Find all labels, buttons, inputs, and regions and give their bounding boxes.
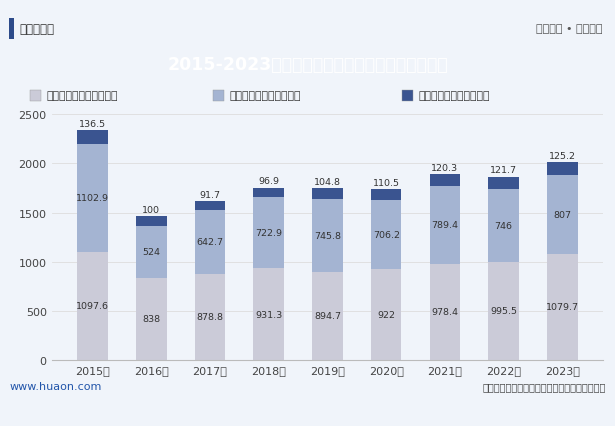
Text: 1079.7: 1079.7 bbox=[546, 302, 579, 311]
Bar bbox=[547, 163, 577, 175]
Bar bbox=[77, 253, 108, 360]
Bar bbox=[253, 188, 284, 198]
Bar bbox=[9, 19, 14, 40]
Bar bbox=[488, 189, 519, 262]
Text: 110.5: 110.5 bbox=[373, 178, 400, 187]
Text: 746: 746 bbox=[494, 222, 513, 230]
Text: 专业严谨 • 客观科学: 专业严谨 • 客观科学 bbox=[536, 24, 603, 35]
Text: 931.3: 931.3 bbox=[255, 310, 282, 319]
Bar bbox=[77, 131, 108, 144]
Bar bbox=[312, 199, 343, 272]
Text: 706.2: 706.2 bbox=[373, 230, 400, 239]
Text: 91.7: 91.7 bbox=[199, 190, 221, 199]
Bar bbox=[195, 202, 225, 211]
Text: 136.5: 136.5 bbox=[79, 120, 106, 129]
Text: 894.7: 894.7 bbox=[314, 312, 341, 321]
Text: 121.7: 121.7 bbox=[490, 166, 517, 175]
Bar bbox=[195, 211, 225, 274]
Bar bbox=[430, 175, 460, 187]
Text: 96.9: 96.9 bbox=[258, 177, 279, 186]
Bar bbox=[371, 190, 402, 201]
Bar bbox=[430, 187, 460, 264]
Bar bbox=[253, 269, 284, 360]
Text: 642.7: 642.7 bbox=[197, 238, 223, 247]
Text: 104.8: 104.8 bbox=[314, 178, 341, 187]
Text: 1102.9: 1102.9 bbox=[76, 194, 109, 203]
Text: 922: 922 bbox=[377, 310, 395, 320]
Bar bbox=[136, 278, 167, 360]
Bar bbox=[77, 144, 108, 253]
Bar bbox=[371, 201, 402, 270]
Text: 第一产业增加值（亿元）: 第一产业增加值（亿元） bbox=[418, 91, 490, 101]
Text: 978.4: 978.4 bbox=[432, 308, 458, 317]
Text: 120.3: 120.3 bbox=[431, 164, 459, 173]
Bar bbox=[253, 198, 284, 269]
Text: 789.4: 789.4 bbox=[432, 221, 458, 230]
Text: 722.9: 722.9 bbox=[255, 229, 282, 238]
Bar bbox=[213, 91, 224, 102]
Text: 第三产业增加值（亿元）: 第三产业增加值（亿元） bbox=[47, 91, 118, 101]
Text: 第二产业增加值（亿元）: 第二产业增加值（亿元） bbox=[229, 91, 301, 101]
Text: 838: 838 bbox=[142, 314, 161, 323]
Bar bbox=[312, 272, 343, 360]
Bar bbox=[547, 175, 577, 254]
Text: 807: 807 bbox=[554, 210, 571, 219]
Text: 878.8: 878.8 bbox=[197, 312, 223, 321]
Bar bbox=[136, 217, 167, 227]
Bar bbox=[402, 91, 413, 102]
Bar bbox=[547, 254, 577, 360]
Bar bbox=[312, 189, 343, 199]
Bar bbox=[30, 91, 41, 102]
Bar bbox=[488, 262, 519, 360]
Bar bbox=[136, 227, 167, 278]
Text: 125.2: 125.2 bbox=[549, 151, 576, 161]
Text: 2015-2023年鞍山市第一、第二及第三产业增加值: 2015-2023年鞍山市第一、第二及第三产业增加值 bbox=[167, 56, 448, 74]
Text: 745.8: 745.8 bbox=[314, 231, 341, 240]
Text: 1097.6: 1097.6 bbox=[76, 302, 109, 311]
Text: www.huaon.com: www.huaon.com bbox=[9, 381, 101, 391]
Text: 华经情报网: 华经情报网 bbox=[20, 23, 55, 36]
Bar bbox=[371, 270, 402, 360]
Bar bbox=[195, 274, 225, 360]
Text: 524: 524 bbox=[142, 248, 161, 257]
Text: 995.5: 995.5 bbox=[490, 307, 517, 316]
Bar bbox=[488, 177, 519, 189]
Text: 100: 100 bbox=[142, 205, 161, 214]
Text: 数据来源：辽宁省统计局；华经产业研究院整理: 数据来源：辽宁省统计局；华经产业研究院整理 bbox=[482, 381, 606, 391]
Bar bbox=[430, 264, 460, 360]
